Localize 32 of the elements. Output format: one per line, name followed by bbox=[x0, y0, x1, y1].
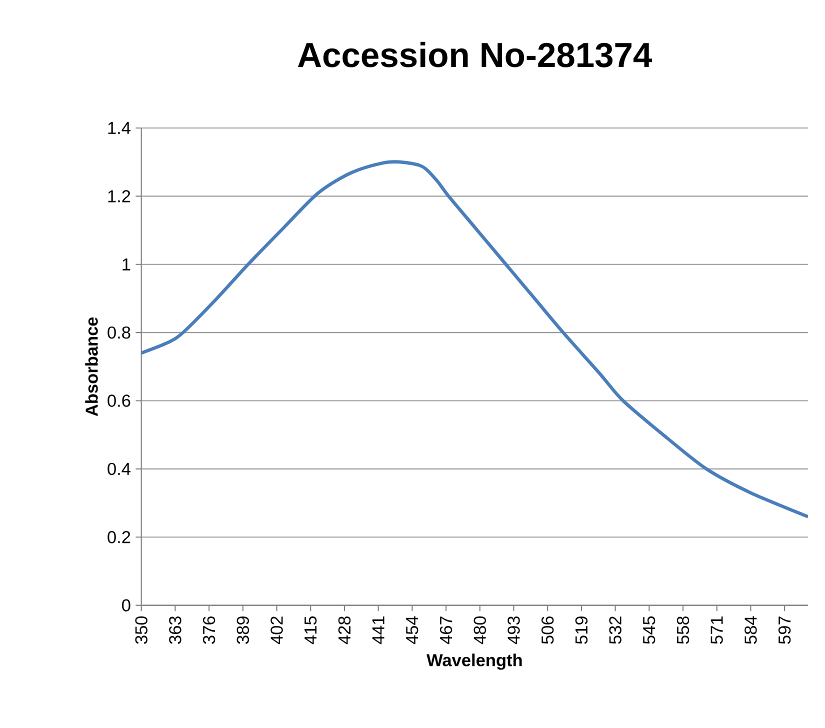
x-tick-label: 454 bbox=[406, 616, 418, 644]
x-tick-label: 350 bbox=[135, 616, 148, 644]
chart-title: Accession No-281374 bbox=[298, 42, 652, 68]
x-tick-label: 376 bbox=[202, 616, 216, 644]
x-tick-label: 363 bbox=[169, 616, 182, 644]
y-tick-label: 0.2 bbox=[108, 531, 130, 544]
y-tick-label: 1.4 bbox=[108, 122, 130, 134]
y-axis-title: Absorbance bbox=[85, 317, 98, 416]
x-tick-label: 519 bbox=[575, 616, 588, 644]
y-tick-label: 1.2 bbox=[108, 190, 130, 202]
x-tick-label: 571 bbox=[710, 616, 723, 644]
y-tick-label: 0.8 bbox=[108, 326, 130, 339]
y-tick-label: 0.4 bbox=[108, 462, 130, 476]
line-series bbox=[141, 160, 808, 518]
y-tick-label: 1 bbox=[122, 258, 130, 270]
x-tick-label: 558 bbox=[676, 616, 690, 644]
x-tick-label: 467 bbox=[440, 616, 452, 644]
x-tick-label: 389 bbox=[236, 616, 250, 644]
x-tick-label: 532 bbox=[609, 616, 622, 644]
x-axis-title: Wavelength bbox=[426, 654, 522, 670]
x-tick-label: 493 bbox=[508, 616, 520, 644]
x-tick-label: 415 bbox=[304, 616, 317, 644]
x-tick-label: 480 bbox=[474, 616, 486, 644]
x-tick-label: 545 bbox=[643, 616, 656, 644]
x-tick-label: 506 bbox=[541, 616, 554, 644]
y-tick-label: 0 bbox=[122, 599, 130, 612]
x-tick-label: 402 bbox=[270, 616, 283, 644]
x-tick-label: 597 bbox=[778, 616, 791, 644]
x-tick-label: 584 bbox=[744, 616, 757, 644]
x-tick-label: 428 bbox=[338, 616, 351, 644]
x-tick-label: 441 bbox=[372, 616, 384, 644]
y-tick-label: 0.6 bbox=[108, 394, 130, 407]
